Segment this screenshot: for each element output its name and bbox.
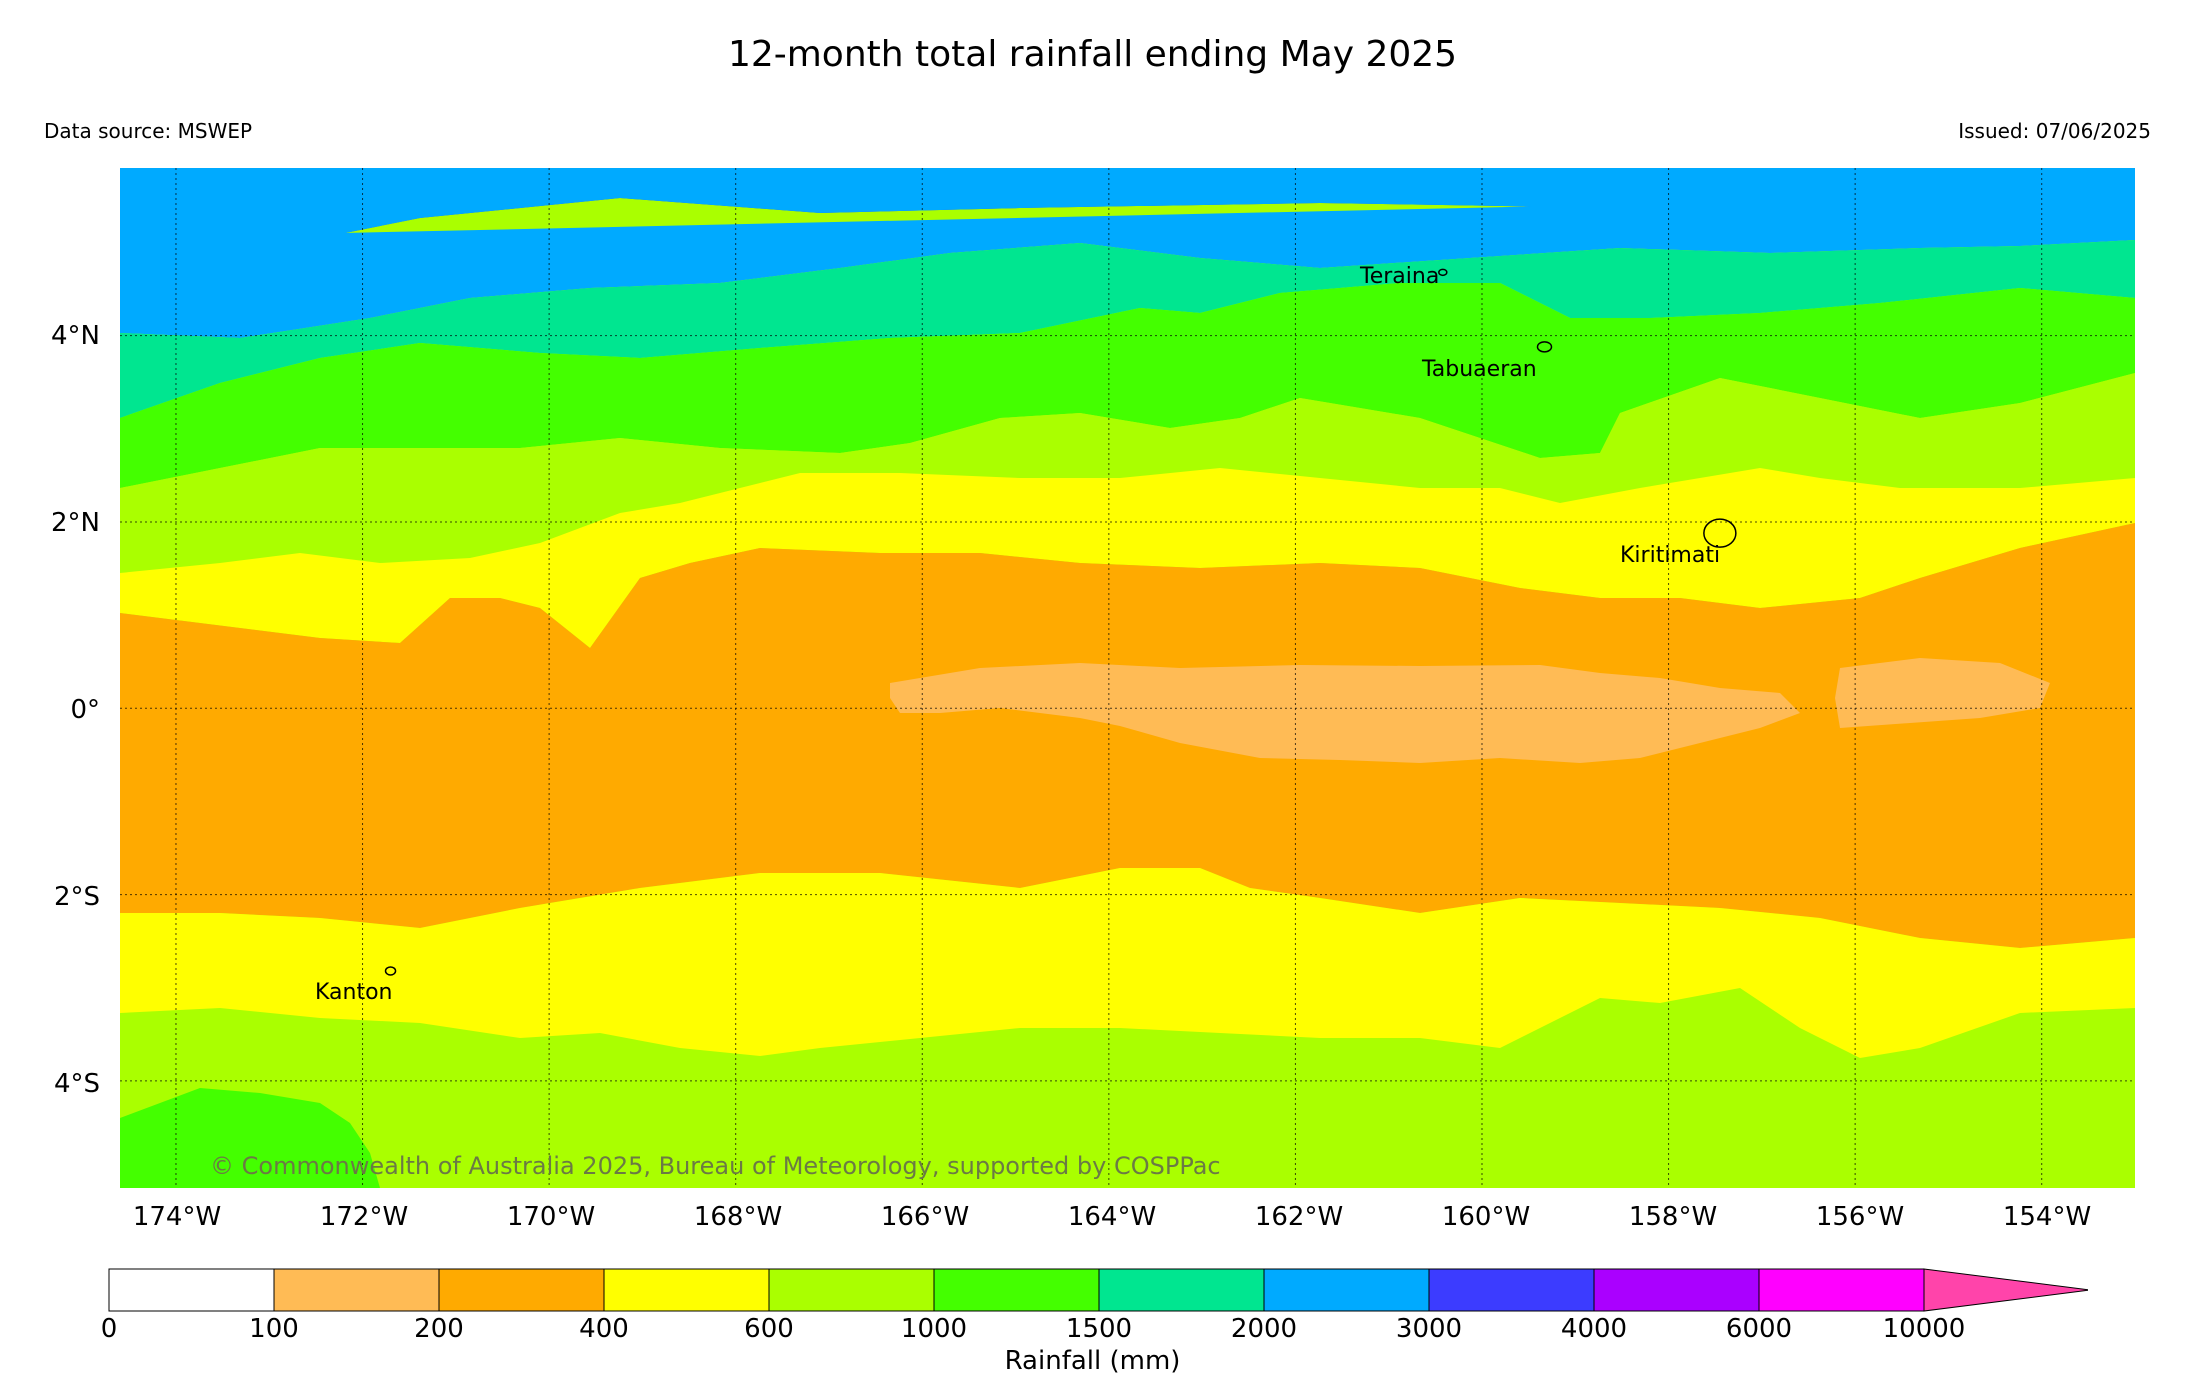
lon-label-154w: 154°W [2002,1202,2092,1232]
colorbar-tick-11: 10000 [1882,1314,1966,1344]
copyright-notice: © Commonwealth of Australia 2025, Bureau… [210,1152,1221,1180]
band-1000-1500 [120,283,2135,488]
island-kanton [384,966,397,976]
band-1000-1500-south [120,1088,380,1188]
colorbar-segment-1 [273,1268,440,1312]
lon-label-160w: 160°W [1441,1202,1531,1232]
band-200-400 [120,523,2135,948]
lon-label-170w: 170°W [506,1202,596,1232]
band-100-200-center [890,663,1800,763]
lat-label-2s: 2°S [53,882,100,912]
issued-date: Issued: 07/06/2025 [1958,119,2151,143]
island-teraina [1438,268,1448,277]
colorbar-extend-arrow [1923,1268,2091,1312]
colorbar-tick-0: 0 [100,1314,118,1344]
colorbar-segment-5 [933,1268,1100,1312]
colorbar-segment-3 [603,1268,770,1312]
lon-label-158w: 158°W [1628,1202,1718,1232]
colorbar-tick-2: 200 [414,1314,464,1344]
lon-label-166w: 166°W [880,1202,970,1232]
island-kiritimati [1703,518,1737,548]
lat-label-4s: 4°S [53,1069,100,1099]
colorbar-segment-2 [438,1268,605,1312]
lon-label-172w: 172°W [319,1202,409,1232]
place-label-tabuaeran: Tabuaeran [1422,357,1537,382]
rainfall-map [120,168,2135,1188]
colorbar-tick-8: 3000 [1395,1314,1463,1344]
colorbar-tick-4: 600 [744,1314,794,1344]
band-400-600-south [120,868,2135,1058]
colorbar [108,1268,2091,1316]
colorbar-segment-8 [1428,1268,1595,1312]
lon-label-164w: 164°W [1067,1202,1157,1232]
lat-label-2n: 2°N [51,508,100,538]
colorbar-svg [108,1268,2091,1312]
colorbar-tick-10: 6000 [1725,1314,1793,1344]
colorbar-label: Rainfall (mm) [1004,1346,1181,1376]
place-label-teraina: Teraina [1360,264,1440,289]
colorbar-segment-4 [768,1268,935,1312]
data-source: Data source: MSWEP [44,119,253,143]
colorbar-tick-9: 4000 [1560,1314,1628,1344]
colorbar-tick-1: 100 [249,1314,299,1344]
band-100-200-east [1835,658,2050,728]
colorbar-segment-0 [108,1268,275,1312]
colorbar-segment-7 [1263,1268,1430,1312]
rainfall-map-svg [120,168,2135,1188]
colorbar-tick-3: 400 [579,1314,629,1344]
lat-label-0: 0° [70,695,100,725]
colorbar-segment-10 [1758,1268,1925,1312]
place-label-kanton: Kanton [315,980,393,1005]
band-400-600-north [120,468,2135,648]
island-tabuaeran [1536,341,1553,353]
band-1500-2000 [120,240,2135,418]
lat-label-4n: 4°N [51,321,100,351]
colorbar-tick-5: 1000 [900,1314,968,1344]
place-label-kiritimati: Kiritimati [1620,543,1721,568]
colorbar-tick-6: 1500 [1065,1314,1133,1344]
map-title: 12-month total rainfall ending May 2025 [727,34,1458,75]
colorbar-segment-9 [1593,1268,1760,1312]
colorbar-segment-6 [1098,1268,1265,1312]
lon-label-174w: 174°W [132,1202,222,1232]
lon-label-156w: 156°W [1815,1202,1905,1232]
lon-label-162w: 162°W [1254,1202,1344,1232]
band-600-1000-north [120,373,2135,573]
colorbar-tick-7: 2000 [1230,1314,1298,1344]
lon-label-168w: 168°W [693,1202,783,1232]
band-2000-3000 [120,168,2135,338]
